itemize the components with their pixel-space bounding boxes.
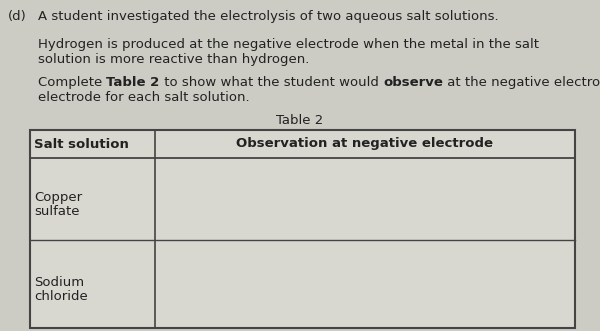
Text: to show what the student would: to show what the student would (160, 76, 383, 89)
Text: electrode for each salt solution.: electrode for each salt solution. (38, 91, 250, 104)
Text: A student investigated the electrolysis of two aqueous salt solutions.: A student investigated the electrolysis … (38, 10, 499, 23)
Text: Hydrogen is produced at the negative electrode when the metal in the salt: Hydrogen is produced at the negative ele… (38, 38, 539, 51)
Text: Complete: Complete (38, 76, 107, 89)
Text: Table 2: Table 2 (277, 114, 323, 127)
Text: solution is more reactive than hydrogen.: solution is more reactive than hydrogen. (38, 53, 310, 66)
Text: Sodium: Sodium (34, 276, 84, 289)
Text: (d): (d) (8, 10, 27, 23)
Text: Table 2: Table 2 (107, 76, 160, 89)
Text: observe: observe (383, 76, 443, 89)
Text: Copper: Copper (34, 191, 82, 204)
Bar (30, 130, 575, 328)
Text: chloride: chloride (34, 290, 88, 303)
Bar (30, 130, 575, 328)
Text: at the negative electrode: at the negative electrode (443, 76, 600, 89)
Text: Salt solution: Salt solution (34, 137, 129, 151)
Text: Observation at negative electrode: Observation at negative electrode (236, 137, 493, 151)
Text: sulfate: sulfate (34, 205, 79, 218)
